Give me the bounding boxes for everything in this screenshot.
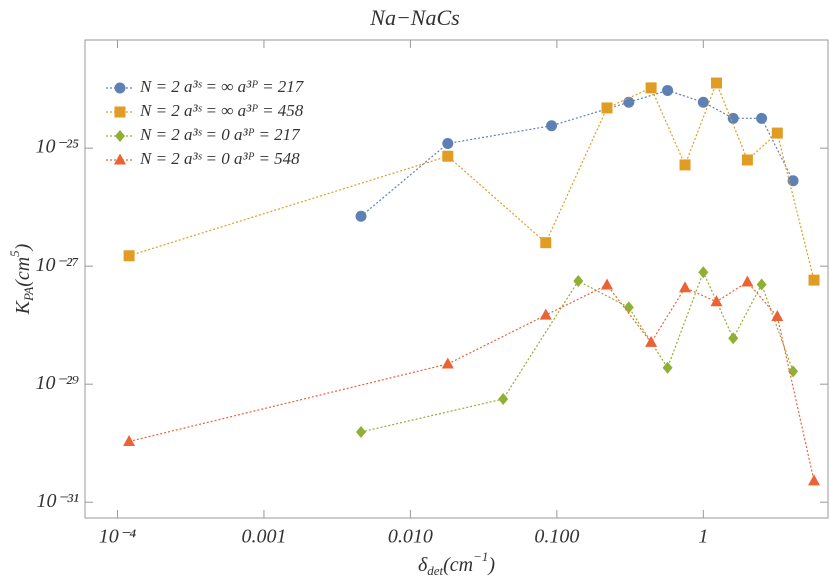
point (441, 357, 454, 369)
y-axis-label-part: 5 (7, 250, 22, 257)
point (788, 365, 799, 378)
point (756, 278, 767, 291)
point (645, 82, 657, 94)
y-tick-label: 10⁻²⁷ (35, 254, 79, 276)
point (662, 84, 674, 96)
x-axis-label-part: −1 (473, 549, 488, 564)
x-axis-label-part: det (427, 563, 443, 578)
point (771, 127, 783, 139)
legend-label: N = 2 a³ˢ = ∞ a³ᴾ = 217 (139, 77, 305, 96)
point (540, 237, 552, 249)
legend-label: N = 2 a³ˢ = ∞ a³ᴾ = 458 (139, 101, 304, 120)
point (539, 308, 552, 320)
y-tick-label: 10⁻³¹ (36, 490, 79, 512)
x-tick-label: 0.100 (534, 526, 579, 548)
point (771, 310, 784, 322)
x-axis-label: δdet(cm−1) (418, 549, 495, 578)
legend-marker (114, 153, 126, 165)
legend-label: N = 2 a³ˢ = 0 a³ᴾ = 548 (139, 149, 300, 168)
legend-marker (114, 153, 126, 165)
point (623, 301, 634, 314)
point (710, 295, 723, 307)
point (710, 77, 722, 89)
point (741, 275, 754, 287)
legend-marker (114, 106, 126, 118)
point (498, 393, 509, 406)
legend-label: N = 2 a³ˢ = 0 a³ᴾ = 217 (139, 125, 301, 144)
point (356, 425, 367, 438)
legend-marker (114, 106, 126, 118)
point (728, 332, 739, 345)
point (546, 120, 558, 132)
point (601, 278, 614, 290)
y-tick-label: 10⁻²⁵ (35, 136, 79, 158)
plot-frame (84, 39, 829, 519)
y-axis-label-part: PA (21, 287, 36, 302)
point (123, 434, 136, 446)
y-tick-label: 10⁻²⁹ (35, 372, 79, 394)
x-axis-label-part: ) (487, 554, 495, 576)
point (442, 150, 454, 162)
x-tick-label: 0.010 (388, 526, 433, 548)
legend-marker (114, 82, 126, 94)
legend-marker (115, 130, 125, 142)
point (698, 266, 709, 279)
chart-title: Na−NaCs (369, 5, 459, 30)
y-axis-label-part: (cm (12, 257, 34, 287)
point (756, 112, 768, 124)
y-axis-label-part: K (12, 299, 34, 315)
point (741, 154, 753, 166)
point (573, 275, 584, 288)
point (679, 281, 692, 293)
point (808, 274, 820, 286)
point (662, 361, 673, 374)
point (727, 112, 739, 124)
x-tick-label: 10⁻⁴ (99, 526, 137, 548)
legend-marker (114, 82, 126, 94)
point (808, 474, 821, 486)
point (601, 102, 613, 114)
x-tick-label: 1 (698, 526, 708, 548)
series-line (128, 281, 815, 481)
x-axis-label-part: δ (418, 554, 428, 576)
point (355, 210, 367, 222)
legend-marker (115, 130, 125, 142)
point (679, 159, 691, 171)
point (697, 96, 709, 108)
x-tick-label: 0.001 (241, 526, 286, 548)
y-axis-label-part: ) (12, 243, 34, 251)
y-axis-label: KPA(cm5) (7, 243, 36, 315)
series-line (360, 89, 794, 217)
point (123, 250, 135, 262)
point (645, 335, 658, 347)
point (442, 137, 454, 149)
x-axis-label-part: (cm (443, 554, 473, 576)
series-line (360, 270, 794, 433)
